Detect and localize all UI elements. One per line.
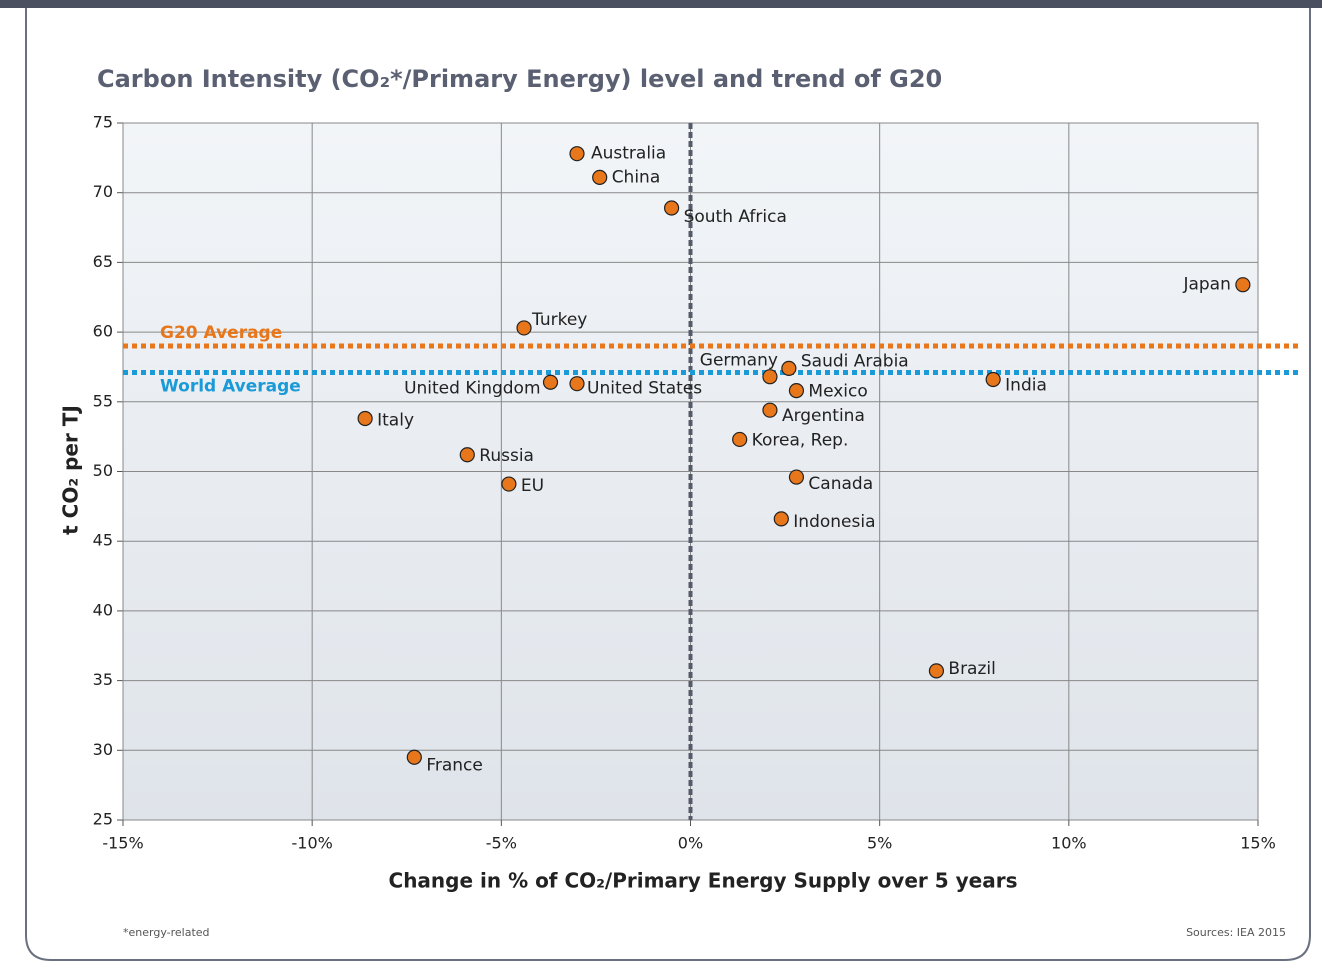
point	[569, 146, 585, 162]
point-label: United Kingdom	[404, 378, 540, 398]
top-bar	[0, 0, 1322, 8]
point-label: Australia	[591, 144, 666, 164]
y-tick-label: 45	[93, 531, 113, 550]
point	[781, 360, 797, 376]
point-label: Brazil	[948, 659, 995, 679]
point-label: China	[612, 167, 661, 187]
point-label: Indonesia	[793, 512, 875, 532]
point	[732, 431, 748, 448]
y-tick-label: 50	[93, 461, 113, 480]
y-tick-label: 70	[93, 182, 113, 201]
point-label: South Africa	[684, 207, 787, 227]
point-label: Mexico	[808, 382, 867, 402]
point-label: Russia	[479, 446, 534, 466]
y-tick-label: 65	[93, 252, 113, 271]
point	[773, 511, 789, 527]
card-border	[25, 8, 1311, 961]
y-axis-label: t CO₂ per TJ	[59, 405, 83, 535]
point	[569, 376, 585, 392]
reference-label: G20 Average	[160, 323, 282, 343]
x-tick-label: -15%	[102, 834, 143, 853]
y-tick-label: 40	[93, 600, 113, 619]
x-tick-label: 5%	[867, 834, 892, 853]
point	[663, 200, 680, 216]
point	[516, 320, 532, 336]
point-label: Germany	[700, 351, 778, 371]
reference-label: World Average	[160, 377, 301, 397]
point-label: Saudi Arabia	[801, 351, 909, 371]
x-tick-label: 0%	[678, 834, 703, 853]
point	[592, 169, 608, 185]
point	[459, 447, 475, 463]
point	[762, 369, 778, 385]
point	[788, 469, 805, 485]
point-label: EU	[521, 476, 544, 496]
y-tick-label: 25	[93, 810, 113, 829]
point-label: Korea, Rep.	[752, 430, 849, 450]
point	[406, 749, 422, 765]
point	[357, 410, 373, 427]
point-label: Italy	[377, 411, 414, 431]
y-tick-label: 75	[93, 113, 113, 132]
source: Sources: IEA 2015	[1186, 926, 1286, 939]
footnote: *energy-related	[123, 926, 210, 939]
y-tick-label: 55	[93, 391, 113, 410]
x-tick-label: -5%	[486, 834, 517, 853]
point	[762, 402, 778, 418]
point-label: United States	[587, 379, 702, 399]
point	[542, 374, 559, 390]
point	[788, 383, 805, 399]
point	[928, 663, 945, 679]
point-label: Canada	[808, 474, 873, 494]
point-label: France	[426, 755, 483, 775]
y-tick-label: 35	[93, 670, 113, 689]
point-label: Turkey	[531, 310, 587, 330]
x-tick-label: 10%	[1051, 834, 1087, 853]
point-label: India	[1005, 375, 1047, 395]
point	[1235, 277, 1251, 293]
y-tick-label: 60	[93, 322, 113, 341]
point-label: Japan	[1182, 275, 1230, 295]
y-tick-label: 30	[93, 740, 113, 759]
x-tick-label: 15%	[1240, 834, 1276, 853]
chart-title: Carbon Intensity (CO₂*/Primary Energy) l…	[97, 65, 942, 93]
x-tick-label: -10%	[291, 834, 332, 853]
x-axis-label: Change in % of CO₂/Primary Energy Supply…	[389, 869, 1018, 893]
point	[985, 371, 1001, 388]
point-label: Argentina	[782, 406, 865, 426]
point	[501, 476, 517, 492]
